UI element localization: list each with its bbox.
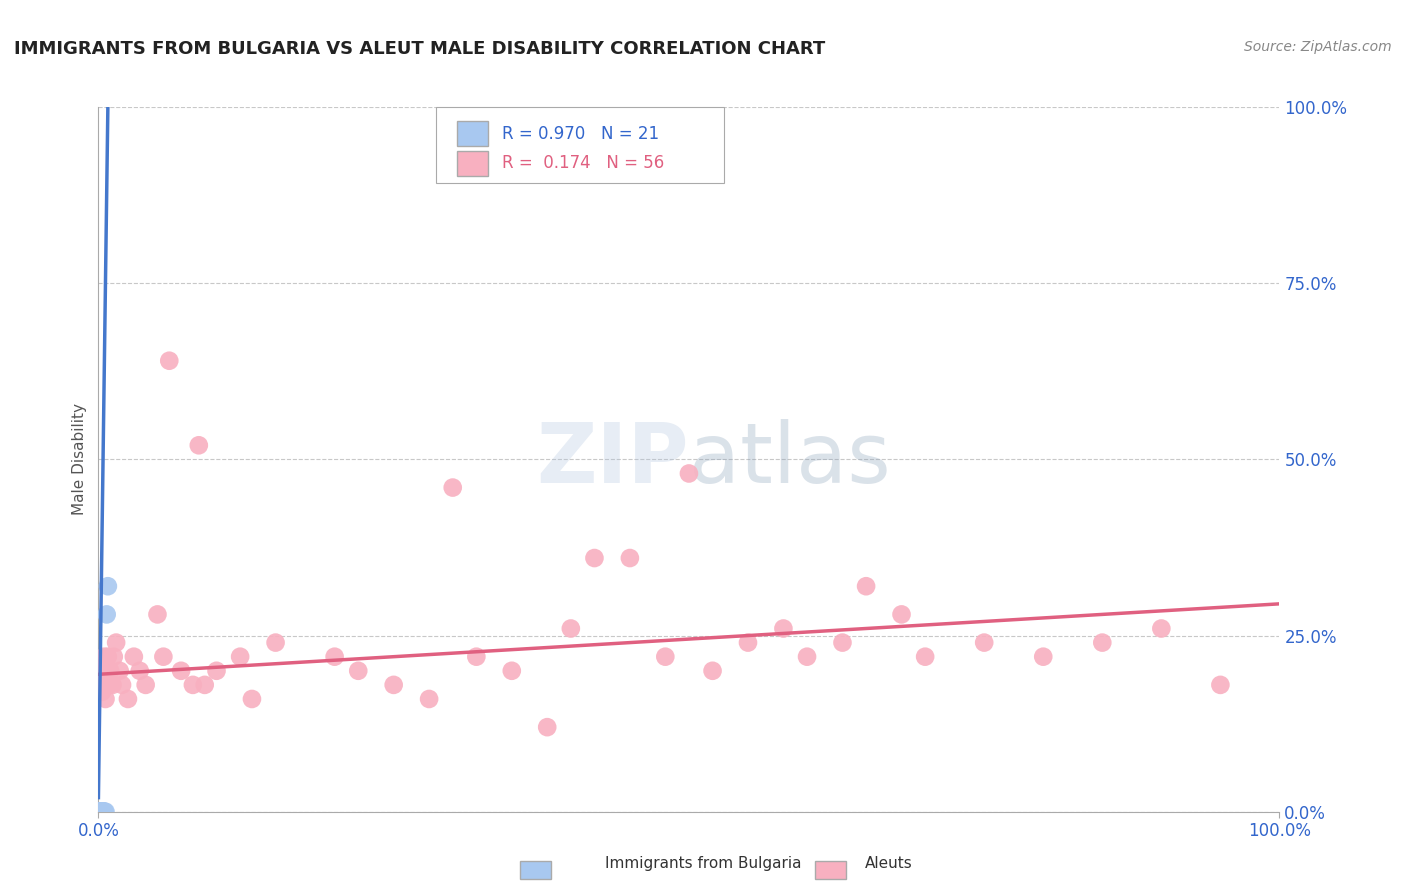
Point <box>536 720 558 734</box>
Point <box>205 664 228 678</box>
Point <box>619 551 641 566</box>
Point <box>1032 649 1054 664</box>
Point <box>98 664 121 678</box>
Point <box>323 649 346 664</box>
Point <box>914 649 936 664</box>
Point <box>98 678 121 692</box>
Point <box>583 551 606 566</box>
Point <box>93 805 115 819</box>
Point <box>89 664 111 678</box>
Point <box>187 438 209 452</box>
Text: R =  0.174   N = 56: R = 0.174 N = 56 <box>502 154 664 172</box>
Point <box>90 805 112 819</box>
Point <box>347 664 370 678</box>
Point <box>94 805 117 819</box>
Point <box>91 805 114 819</box>
Point <box>229 649 252 664</box>
Point <box>97 649 120 664</box>
Point <box>93 805 115 819</box>
Point <box>89 805 111 819</box>
Point <box>111 678 134 692</box>
Point <box>117 692 139 706</box>
Point <box>560 622 582 636</box>
Point <box>465 649 488 664</box>
Point <box>181 678 204 692</box>
Point <box>90 805 112 819</box>
Point <box>91 805 114 819</box>
Point <box>441 481 464 495</box>
Text: atlas: atlas <box>689 419 890 500</box>
Point <box>91 805 114 819</box>
Point <box>973 635 995 649</box>
Text: Aleuts: Aleuts <box>865 856 912 871</box>
Point <box>890 607 912 622</box>
Point <box>91 664 114 678</box>
Point <box>737 635 759 649</box>
Point <box>157 353 180 368</box>
Point <box>90 805 112 819</box>
Point <box>1091 635 1114 649</box>
Point <box>97 579 120 593</box>
Point <box>91 805 114 819</box>
Point <box>772 622 794 636</box>
Point <box>796 649 818 664</box>
Point <box>135 678 157 692</box>
Point <box>91 685 114 699</box>
Point <box>1209 678 1232 692</box>
Text: R = 0.970   N = 21: R = 0.970 N = 21 <box>502 125 659 143</box>
Point <box>87 805 110 819</box>
Point <box>1150 622 1173 636</box>
Point <box>108 664 131 678</box>
Point <box>152 649 174 664</box>
Point <box>103 649 125 664</box>
Text: IMMIGRANTS FROM BULGARIA VS ALEUT MALE DISABILITY CORRELATION CHART: IMMIGRANTS FROM BULGARIA VS ALEUT MALE D… <box>14 40 825 58</box>
Point <box>501 664 523 678</box>
Point <box>90 805 112 819</box>
Point <box>101 678 124 692</box>
Point <box>418 692 440 706</box>
Point <box>122 649 145 664</box>
Point <box>91 805 114 819</box>
Point <box>96 664 118 678</box>
Point <box>90 678 112 692</box>
Point <box>128 664 150 678</box>
Point <box>170 664 193 678</box>
Text: ZIP: ZIP <box>537 419 689 500</box>
Point <box>91 805 114 819</box>
Point <box>93 649 115 664</box>
Point <box>240 692 263 706</box>
Point <box>91 805 114 819</box>
Y-axis label: Male Disability: Male Disability <box>72 403 87 516</box>
Point <box>96 607 118 622</box>
Text: Source: ZipAtlas.com: Source: ZipAtlas.com <box>1244 40 1392 54</box>
Point <box>702 664 724 678</box>
Point <box>194 678 217 692</box>
Text: Immigrants from Bulgaria: Immigrants from Bulgaria <box>605 856 801 871</box>
Point <box>831 635 853 649</box>
Point <box>382 678 405 692</box>
Point <box>105 635 128 649</box>
Point <box>89 805 111 819</box>
Point <box>91 805 114 819</box>
Point <box>146 607 169 622</box>
Point <box>264 635 287 649</box>
Point <box>678 467 700 481</box>
Point <box>654 649 676 664</box>
Point <box>89 805 111 819</box>
Point <box>855 579 877 593</box>
Point <box>94 692 117 706</box>
